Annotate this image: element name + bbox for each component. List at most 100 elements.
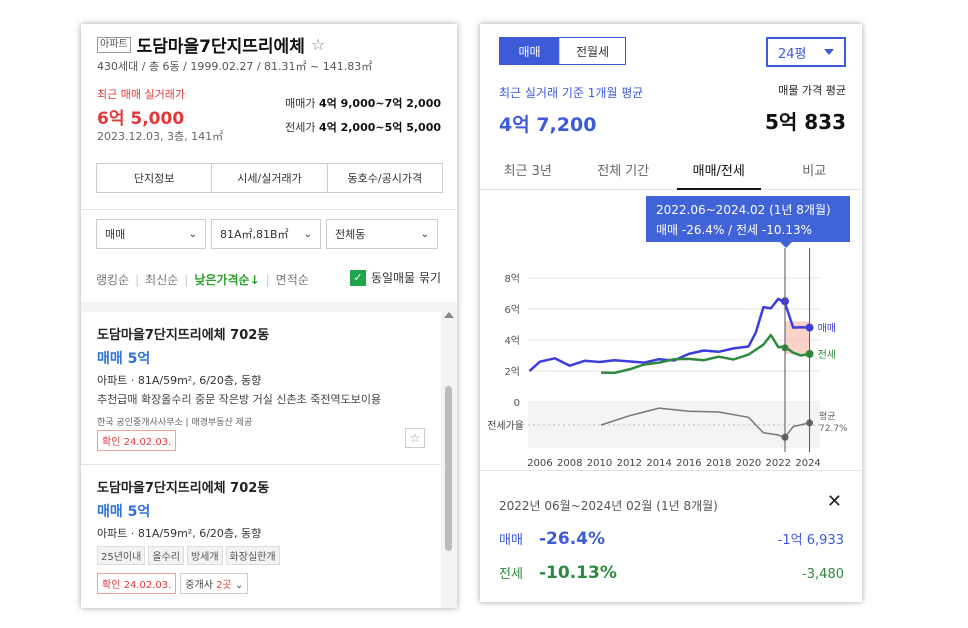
series-line-sale	[528, 297, 810, 372]
list-item[interactable]: 도담마을7단지뜨리에체 702동 매매 5억 아파트 · 81A/59m², 6…	[81, 464, 441, 608]
chart-tabs: 최근 3년 전체 기간 매매/전세 비교	[480, 150, 862, 190]
ratio-line	[600, 407, 810, 439]
ratio-end-label: 평균	[819, 411, 836, 422]
x-tick-label: 2024	[795, 458, 820, 469]
chevron-down-icon: ⌄	[188, 228, 197, 240]
area-select[interactable]: 81A㎡,81B㎡ ⌄	[211, 219, 321, 249]
close-icon[interactable]: ✕	[826, 491, 842, 512]
pyeong-select[interactable]: 24평	[766, 37, 846, 67]
jeonse-range-value: 4억 2,000~5억 5,000	[318, 121, 441, 134]
segment-rent[interactable]: 전월세	[559, 38, 625, 64]
dong-select[interactable]: 전체동 ⌄	[326, 219, 438, 249]
caret-down-icon	[824, 49, 834, 55]
tab-compare[interactable]: 비교	[802, 164, 827, 179]
list-item[interactable]: 도담마을7단지뜨리에체 702동 매매 5억 아파트 · 81A/59m², 6…	[81, 312, 441, 464]
trade-type-value: 매매	[105, 228, 126, 241]
tab-market-price[interactable]: 시세/실거래가	[212, 164, 328, 192]
series-label: 매매	[818, 323, 836, 335]
x-tick-label: 2022	[766, 458, 791, 469]
tooltip-pointer	[780, 242, 792, 248]
title-row: 아파트 도담마을7단지뜨리에체 ☆	[97, 32, 325, 57]
dong-value: 전체동	[335, 228, 366, 241]
segment-sale[interactable]: 매매	[500, 38, 559, 64]
tab-unit-official-price[interactable]: 동호수/공시가격	[347, 172, 423, 185]
info-tabs: 단지정보 시세/실거래가 동호수/공시가격	[96, 163, 443, 193]
chevron-down-icon: ⌄	[420, 228, 429, 240]
tag: 올수리	[148, 546, 184, 565]
listing-price: 매매 5억	[97, 504, 151, 520]
sale-range-label: 매매가	[285, 97, 316, 110]
listing-name: 도담마을7단지뜨리에체 702동	[97, 481, 270, 496]
x-tick-label: 2010	[587, 458, 612, 469]
x-tick-labels: 2006 2008 2010 2012 2014 2016 2018 2020 2022 2024	[527, 458, 821, 469]
listing-list: 도담마을7단지뜨리에체 702동 매매 5억 아파트 · 81A/59m², 6…	[81, 302, 457, 608]
series-label: 전세	[818, 349, 836, 361]
sale-price-range: 매매가 4억 9,000~7억 2,000	[285, 95, 441, 111]
listing-description: 추천급매 확장올수리 중문 작은방 거실 신촌초 죽전역도보이용	[97, 393, 382, 406]
y-tick-labels: 8억 6억 4억 2억 0	[504, 273, 520, 409]
group-listings-label: 동일매물 묶기	[370, 271, 441, 285]
checkmark-icon: ✓	[349, 269, 366, 286]
tab-recent-3y[interactable]: 최근 3년	[503, 164, 552, 179]
x-tick-label: 2020	[736, 458, 761, 469]
sort-low-price[interactable]: 낮은가격순↓	[194, 273, 260, 287]
confirm-date-badge: 확인 24.02.03.	[97, 430, 177, 451]
divider	[81, 209, 457, 210]
scroll-up-icon[interactable]	[444, 312, 454, 318]
favorite-star-icon[interactable]: ☆	[310, 35, 326, 54]
trade-segment: 매매 전월세	[499, 37, 626, 65]
sale-change-label: 매매	[499, 533, 523, 548]
scrollbar-thumb[interactable]	[445, 386, 452, 551]
tooltip-line-2: 매매 -26.4% / 전세 -10.13%	[656, 223, 812, 237]
x-tick-label: 2012	[617, 458, 642, 469]
trade-type-select[interactable]: 매매 ⌄	[96, 219, 206, 249]
recent-trade-date: 2023.12.03, 3층, 141㎡	[97, 130, 224, 143]
sale-change-row: 매매 -26.4% -1억 6,933	[499, 529, 844, 549]
complex-info: 430세대 / 총 6동 / 1999.02.27 / 81.31㎡ ~ 141…	[97, 60, 373, 73]
jeonse-range-label: 전세가	[285, 121, 316, 134]
listing-price: 매매 5억	[97, 351, 151, 367]
listing-agent: 한국 공인중개사사무소 | 매경부동산 제공	[97, 418, 253, 428]
pyeong-value: 24평	[778, 46, 807, 62]
complex-name: 도담마을7단지뜨리에체	[136, 37, 305, 57]
y-tick-label: 2억	[504, 366, 520, 378]
avg-trade-value: 4억 7,200	[499, 114, 597, 136]
tab-all-period[interactable]: 전체 기간	[597, 164, 650, 179]
series-line-jeonse	[600, 333, 810, 375]
tooltip-box	[646, 196, 850, 242]
agent-count-label: 중개사	[185, 580, 213, 591]
y-tick-label: 4억	[504, 335, 520, 347]
x-tick-label: 2018	[706, 458, 731, 469]
area-value: 81A㎡,81B㎡	[220, 228, 289, 241]
tab-complex-info[interactable]: 단지정보	[97, 164, 213, 192]
chevron-down-icon: ⌄	[234, 580, 244, 591]
price-chart-panel: 매매 전월세 24평 최근 실거래 기준 1개월 평균 4억 7,200 매물 …	[480, 24, 862, 602]
listing-spec: 아파트 · 81A/59m², 6/20층, 동향	[97, 374, 262, 387]
tab-sale-jeonse[interactable]: 매매/전세	[671, 150, 767, 190]
jeonse-change-row: 전세 -10.13% -3,480	[499, 563, 844, 583]
star-icon[interactable]: ☆	[405, 428, 425, 448]
avg-trade-label: 최근 실거래 기준 1개월 평균	[499, 86, 644, 100]
jeonse-change-pct: -10.13%	[539, 563, 617, 583]
x-tick-label: 2008	[557, 458, 582, 469]
sort-ranking[interactable]: 랭킹순	[96, 273, 130, 287]
x-tick-label: 2006	[527, 458, 552, 469]
y-tick-label: 8억	[504, 273, 520, 285]
agent-count-button[interactable]: 중개사 2곳 ⌄	[180, 573, 249, 594]
detail-range: 2022년 06월~2024년 02월 (1년 8개월)	[499, 499, 718, 513]
sale-change-pct: -26.4%	[539, 529, 606, 549]
listing-name: 도담마을7단지뜨리에체 702동	[97, 328, 270, 343]
sort-latest[interactable]: 최신순	[145, 273, 179, 287]
listing-bottom-row: 확인 24.02.03. 중개사 2곳 ⌄	[97, 573, 425, 594]
tag: 화장실한개	[225, 546, 280, 565]
chart-tooltip: 2022.06~2024.02 (1년 8개월) 매매 -26.4% / 전세 …	[646, 196, 850, 248]
jeonse-change-label: 전세	[499, 567, 523, 582]
agent-count-number: 2곳	[216, 580, 232, 591]
sort-area[interactable]: 면적순	[275, 273, 309, 287]
group-listings-checkbox[interactable]: ✓ 동일매물 묶기	[349, 269, 441, 286]
sale-change-amount: -1억 6,933	[777, 533, 844, 548]
listing-tags: 25년이내 올수리 방세개 화장실한개	[97, 546, 425, 565]
change-detail: 2022년 06월~2024년 02월 (1년 8개월) ✕ 매매 -26.4%…	[480, 470, 862, 602]
recent-trade-label: 최근 매매 실거래가	[97, 88, 185, 101]
